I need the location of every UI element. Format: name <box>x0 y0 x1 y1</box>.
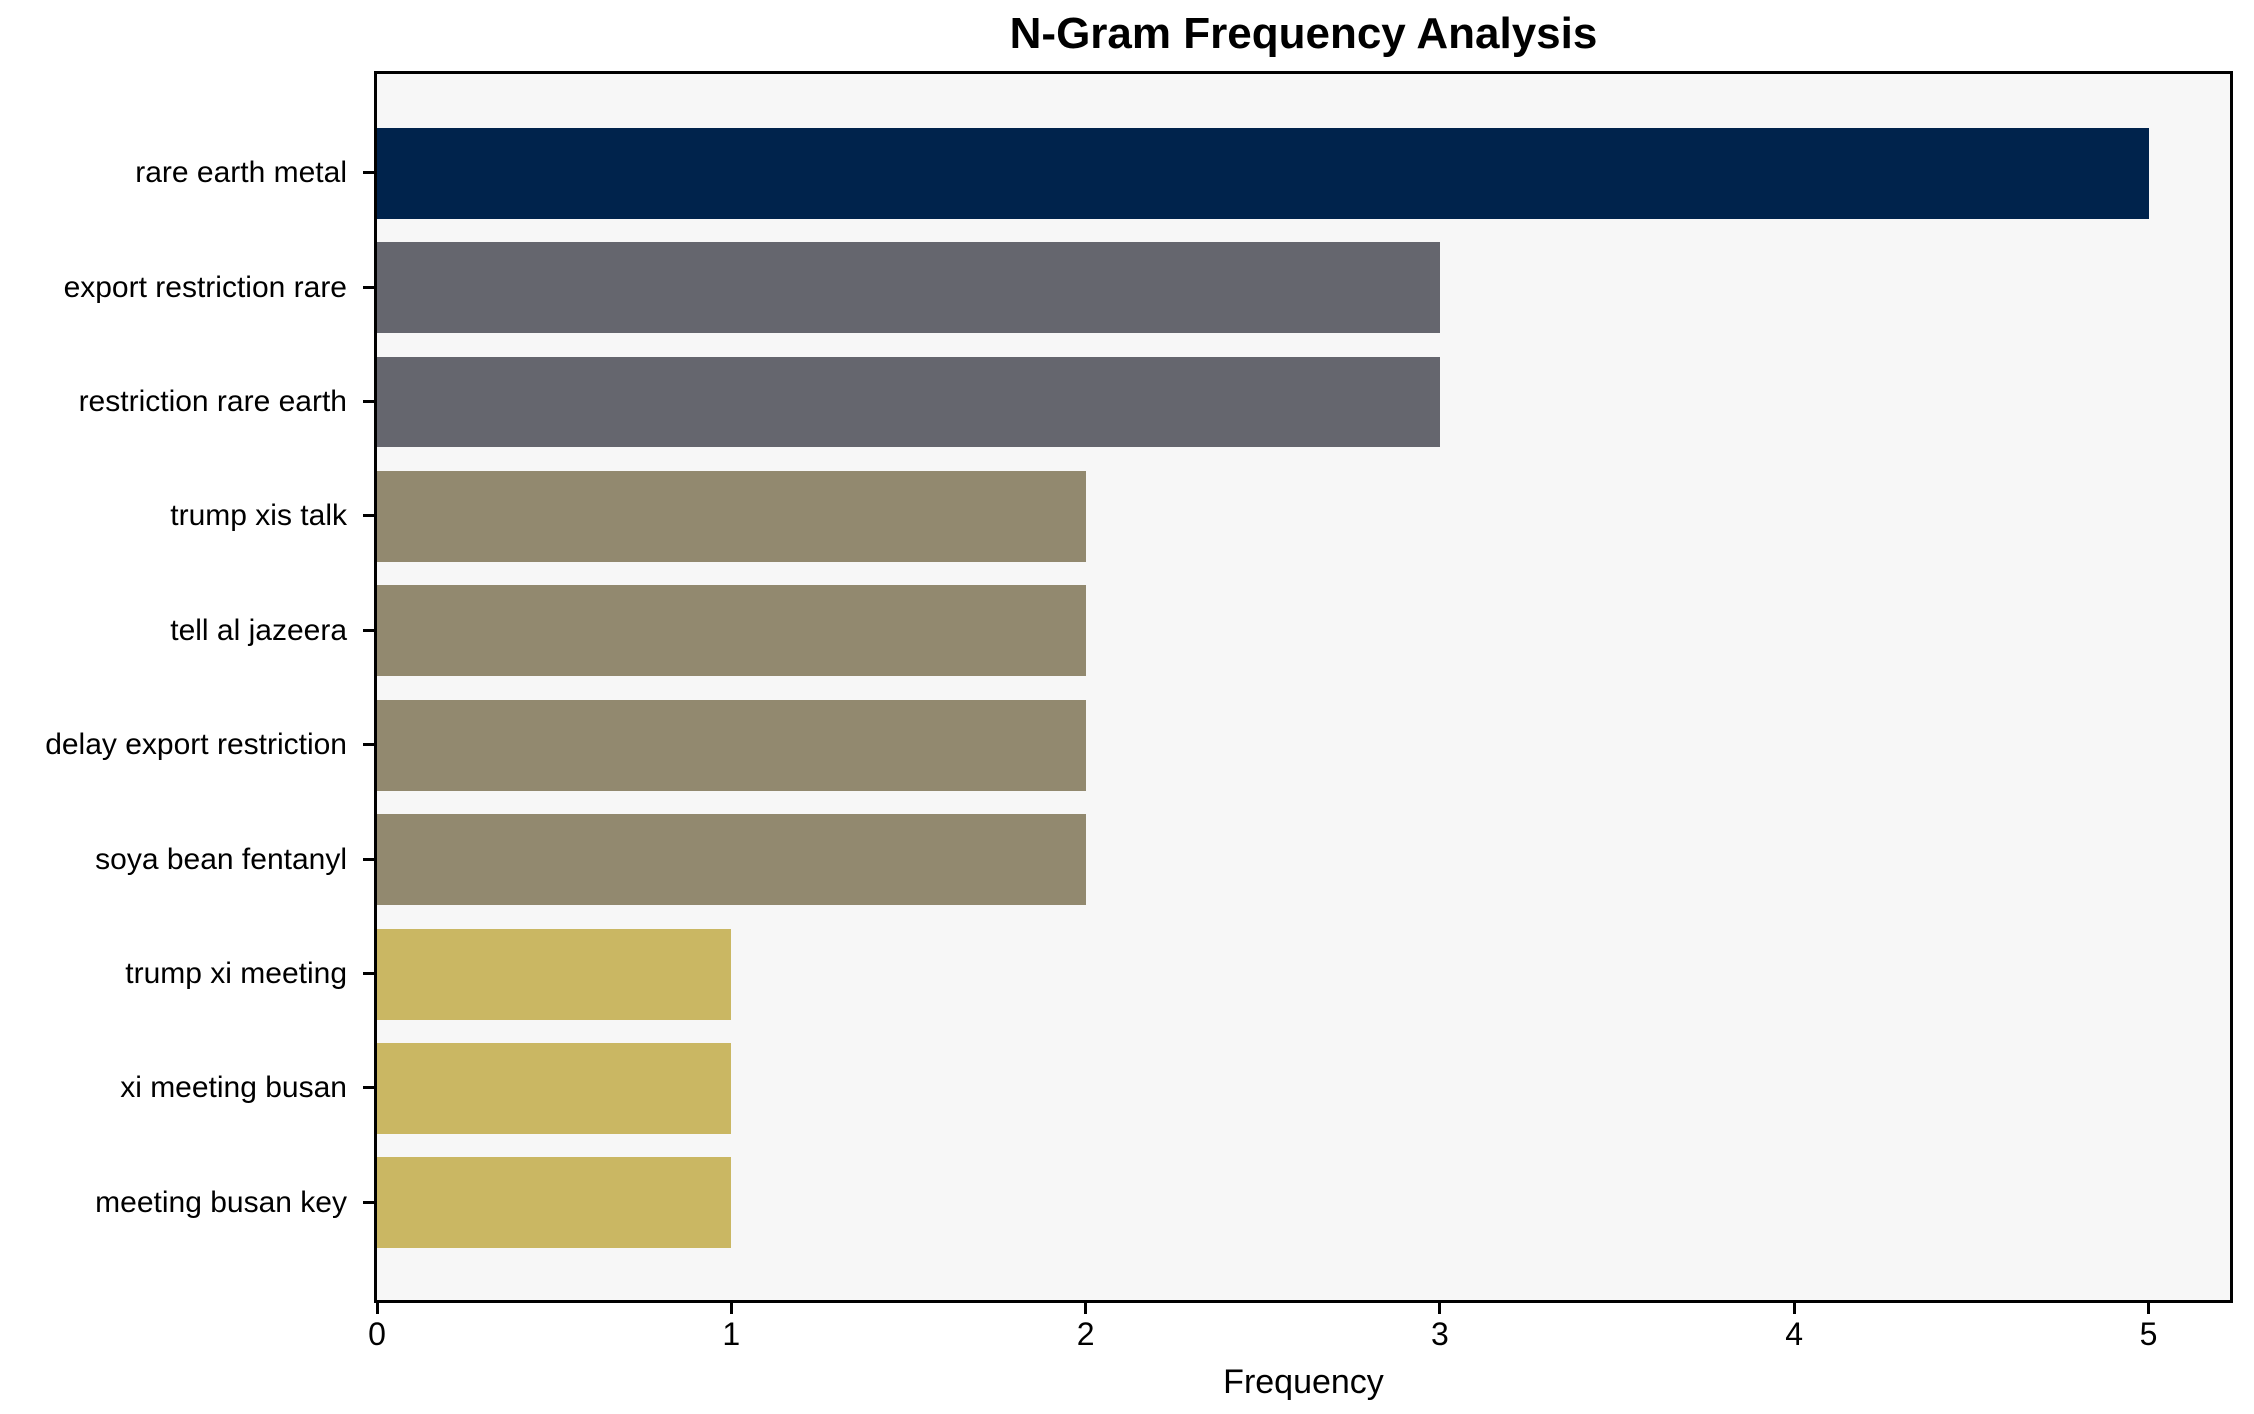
x-tick-mark <box>2147 1303 2150 1314</box>
bar <box>377 585 1086 677</box>
category-label: tell al jazeera <box>170 613 347 647</box>
category-label: rare earth metal <box>135 156 347 190</box>
bar <box>377 470 1086 562</box>
x-tick-mark <box>1084 1303 1088 1314</box>
x-tick-label: 3 <box>1431 1316 1449 1352</box>
bar-row: export restriction rare <box>64 230 2230 344</box>
category-label: export restriction rare <box>63 270 347 304</box>
y-tick-mark <box>363 285 374 289</box>
category-label: xi meeting busan <box>120 1071 347 1105</box>
y-tick-mark <box>363 857 374 861</box>
bar-row: trump xi meeting <box>125 917 2230 1031</box>
plot-area: rare earth metal export restriction rare… <box>45 71 2233 1401</box>
y-tick-mark <box>363 628 374 632</box>
bar <box>377 356 1440 448</box>
bar-row: tell al jazeera <box>170 574 2230 688</box>
y-tick-mark <box>363 400 374 404</box>
y-tick-mark <box>363 743 374 747</box>
x-tick-label: 4 <box>1785 1316 1804 1352</box>
x-tick-mark <box>1792 1303 1796 1314</box>
y-tick-mark <box>363 1086 374 1090</box>
y-tick-mark <box>363 514 374 518</box>
bar <box>377 1157 732 1249</box>
category-label: trump xi meeting <box>125 957 347 991</box>
x-tick-mark <box>729 1303 733 1314</box>
bar-row: delay export restriction <box>45 688 2230 802</box>
category-label: restriction rare earth <box>78 385 347 419</box>
bar-row: trump xis talk <box>170 459 2230 573</box>
category-label: meeting busan key <box>95 1185 347 1219</box>
category-label: trump xis talk <box>170 499 347 533</box>
x-tick-mark <box>375 1303 379 1314</box>
bar-row: soya bean fentanyl <box>95 802 2230 916</box>
x-tick-label: 0 <box>368 1316 386 1352</box>
bar <box>377 242 1440 334</box>
bar <box>377 928 732 1020</box>
category-label: delay export restriction <box>45 728 347 762</box>
y-tick-mark <box>363 171 374 175</box>
bar-row: meeting busan key <box>95 1146 2230 1260</box>
x-tick-label: 5 <box>2139 1316 2158 1352</box>
bar-row: xi meeting busan <box>120 1031 2230 1145</box>
bar <box>377 1042 732 1134</box>
x-axis-title: Frequency <box>1223 1363 1384 1401</box>
x-tick-label: 1 <box>722 1316 741 1352</box>
chart-title: N-Gram Frequency Analysis <box>1009 9 1598 58</box>
x-tick-label: 2 <box>1076 1316 1095 1352</box>
category-label: soya bean fentanyl <box>95 842 347 876</box>
y-tick-mark <box>363 972 374 976</box>
x-tick-mark <box>1438 1303 1442 1314</box>
bar-row: rare earth metal <box>135 116 2230 230</box>
bars-area: rare earth metal export restriction rare… <box>45 74 2230 1300</box>
bar-row: restriction rare earth <box>79 345 2230 459</box>
bar <box>377 814 1086 906</box>
y-tick-mark <box>363 1200 374 1204</box>
bar <box>377 127 2149 219</box>
bar <box>377 699 1086 791</box>
